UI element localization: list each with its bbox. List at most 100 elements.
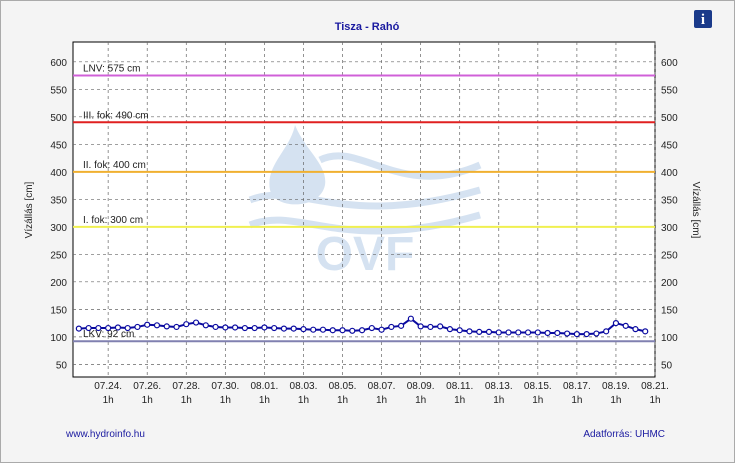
x-tick-sublabel: 1h (337, 395, 348, 406)
data-point (124, 324, 131, 332)
data-point (144, 321, 151, 328)
y-tick-label: 500 (50, 113, 67, 124)
data-point (446, 326, 454, 333)
data-point (564, 330, 571, 337)
data-point (534, 329, 541, 336)
y2-tick-label: 150 (661, 305, 678, 316)
x-tick-label: 08.17. (563, 381, 591, 392)
y2-tick-label: 300 (661, 223, 678, 234)
data-point (544, 329, 551, 337)
data-point (388, 323, 395, 331)
data-point (105, 324, 112, 332)
data-point (251, 324, 258, 332)
data-point (329, 327, 336, 334)
data-point (476, 328, 483, 335)
threshold-label: I. fok: 300 cm (83, 215, 143, 226)
x-tick-sublabel: 1h (103, 395, 114, 406)
y-tick-label: 50 (56, 360, 68, 371)
x-tick-label: 08.15. (524, 381, 552, 392)
data-point (466, 328, 473, 335)
data-point (95, 324, 102, 332)
data-point (632, 326, 639, 333)
data-point (261, 324, 268, 331)
data-point (368, 324, 375, 332)
x-tick-sublabel: 1h (571, 395, 582, 406)
threshold-label: LKV: 92 cm (83, 329, 134, 340)
plot-area (72, 41, 656, 378)
chart-title: Tisza - Rahó (335, 21, 400, 33)
x-tick-label: 08.07. (368, 381, 396, 392)
data-point (310, 326, 317, 333)
data-point (173, 323, 180, 331)
y-tick-label: 150 (50, 305, 67, 316)
y-axis-label: Vízállás [cm] (24, 181, 35, 238)
data-point (222, 324, 229, 331)
x-tick-label: 08.03. (290, 381, 318, 392)
x-tick-sublabel: 1h (259, 395, 270, 406)
data-point (271, 324, 278, 332)
y-tick-label: 300 (50, 223, 67, 234)
x-tick-label: 07.30. (211, 381, 239, 392)
x-tick-sublabel: 1h (649, 395, 660, 406)
x-tick-label: 08.13. (485, 381, 513, 392)
x-tick-label: 08.11. (446, 381, 473, 392)
data-point (622, 322, 629, 329)
data-point (456, 327, 463, 334)
y2-tick-label: 550 (661, 85, 678, 96)
data-point (642, 328, 649, 335)
data-point (192, 319, 200, 326)
data-point (114, 324, 122, 331)
x-tick-sublabel: 1h (610, 395, 621, 406)
data-point (505, 329, 512, 336)
y2-tick-label: 250 (661, 250, 678, 261)
y-tick-label: 250 (50, 250, 67, 261)
data-point (232, 324, 239, 331)
threshold-label: LNV: 575 cm (83, 64, 140, 75)
info-icon[interactable]: i (701, 12, 705, 28)
data-point (75, 325, 82, 332)
data-point (612, 319, 620, 327)
data-point (241, 324, 248, 332)
footer-left: www.hydroinfo.hu (65, 429, 145, 440)
data-point (290, 325, 297, 332)
data-point (349, 327, 356, 334)
x-tick-sublabel: 1h (376, 395, 387, 406)
y-tick-label: 600 (50, 58, 67, 69)
x-tick-sublabel: 1h (298, 395, 309, 406)
x-tick-label: 08.01. (250, 381, 278, 392)
data-point (524, 329, 532, 336)
data-point (407, 315, 414, 322)
data-point (202, 322, 209, 329)
data-point (515, 329, 522, 336)
x-tick-label: 07.26. (133, 381, 161, 392)
x-tick-sublabel: 1h (142, 395, 153, 406)
y2-tick-label: 450 (661, 140, 678, 151)
y-tick-label: 550 (50, 85, 67, 96)
y2-tick-label: 400 (661, 168, 678, 179)
threshold-label: III. fok: 490 cm (83, 110, 149, 121)
data-point (495, 329, 502, 336)
data-point (153, 322, 161, 329)
x-tick-label: 07.28. (172, 381, 200, 392)
data-point (163, 323, 170, 330)
data-point (427, 323, 434, 331)
info-button[interactable] (694, 10, 712, 28)
data-point (358, 327, 366, 334)
x-tick-sublabel: 1h (493, 395, 504, 406)
data-point (573, 330, 580, 338)
y-tick-label: 350 (50, 195, 67, 206)
data-point (212, 323, 219, 331)
x-tick-label: 07.24. (94, 381, 122, 392)
footer-right: Adatforrás: UHMC (583, 429, 665, 440)
x-tick-sublabel: 1h (220, 395, 231, 406)
data-point (593, 330, 600, 337)
x-tick-label: 08.19. (602, 381, 630, 392)
data-point (339, 327, 346, 334)
y2-tick-label: 350 (661, 195, 678, 206)
y-tick-label: 100 (50, 333, 67, 344)
data-point (85, 324, 92, 332)
y-tick-label: 400 (50, 168, 67, 179)
data-point (378, 326, 385, 333)
